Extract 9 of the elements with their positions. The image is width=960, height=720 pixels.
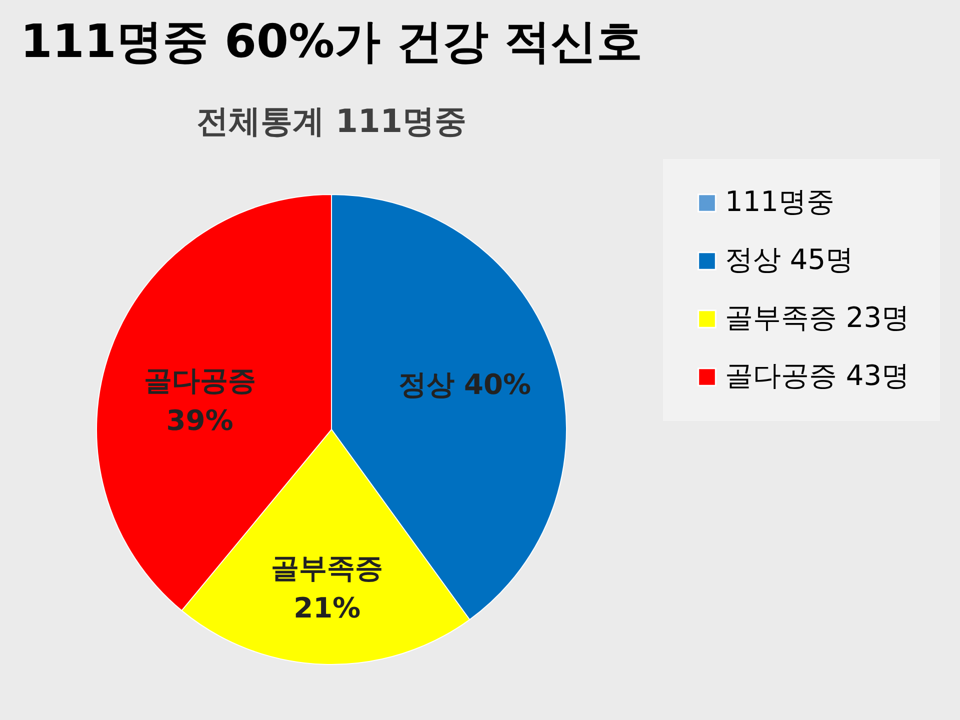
- legend-label: 골다공증 43명: [725, 359, 910, 392]
- legend-label: 111명중: [725, 185, 834, 218]
- legend-label: 골부족증 23명: [725, 301, 910, 334]
- chart-title: 111명중 60%가 건강 적신호: [20, 14, 643, 68]
- legend-label: 정상 45명: [725, 243, 854, 276]
- data-label: 골다공증 39%: [144, 364, 256, 438]
- data-label: 골부족증 21%: [271, 551, 384, 624]
- chart-subtitle: 전체통계 111명중: [196, 102, 466, 140]
- data-label: 정상 40%: [398, 368, 532, 402]
